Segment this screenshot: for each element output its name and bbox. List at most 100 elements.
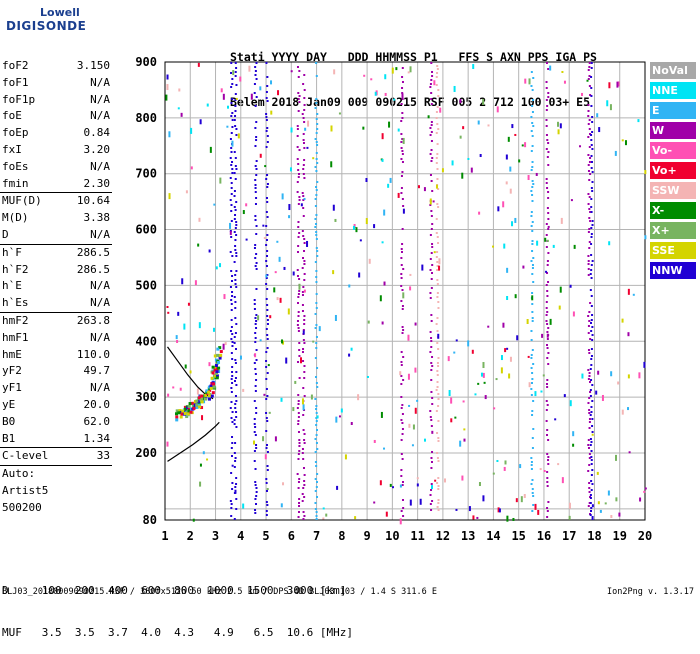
noise-point	[497, 206, 500, 212]
band-point	[254, 184, 257, 186]
band-point	[590, 355, 593, 357]
noise-point	[480, 372, 483, 377]
noise-point	[220, 88, 223, 93]
band-point	[401, 76, 404, 78]
noise-point	[597, 501, 600, 505]
noise-point	[511, 124, 514, 129]
band-point	[530, 190, 533, 192]
band-point	[266, 174, 269, 176]
y-tick-label: 800	[135, 111, 157, 125]
band-point	[401, 98, 404, 100]
noise-point	[461, 172, 464, 179]
band-point	[430, 362, 433, 364]
noise-point	[610, 515, 613, 519]
band-point	[265, 265, 268, 267]
noise-point	[253, 440, 256, 445]
noise-point	[224, 342, 227, 346]
band-point	[315, 247, 318, 249]
band-point	[532, 504, 535, 506]
band-point	[230, 387, 233, 389]
band-point	[234, 301, 237, 303]
noise-point	[617, 81, 620, 87]
noise-point	[270, 80, 273, 85]
param-separator	[0, 192, 112, 194]
noise-point	[561, 477, 564, 484]
band-point	[301, 500, 304, 502]
band-point	[401, 112, 404, 114]
band-point	[547, 352, 550, 354]
noise-point	[618, 512, 621, 517]
band-point	[430, 124, 433, 126]
band-point	[436, 296, 439, 298]
band-point	[588, 119, 591, 121]
band-point	[315, 75, 318, 77]
band-point	[234, 486, 237, 488]
band-point	[547, 439, 550, 441]
noise-point	[265, 274, 268, 278]
band-point	[587, 268, 590, 270]
noise-point	[397, 128, 400, 132]
band-point	[430, 314, 433, 316]
band-point	[303, 279, 306, 281]
band-point	[315, 515, 318, 517]
noise-point	[274, 436, 277, 442]
band-point	[253, 423, 256, 425]
band-point	[590, 139, 593, 141]
noise-point	[504, 460, 507, 465]
band-point	[303, 371, 306, 373]
band-point	[587, 104, 590, 106]
band-point	[591, 116, 594, 118]
band-point	[255, 225, 258, 227]
band-point	[545, 99, 548, 101]
band-point	[315, 465, 318, 467]
noise-point	[459, 440, 462, 447]
band-point	[590, 144, 593, 146]
band-point	[545, 119, 548, 121]
noise-point	[596, 471, 599, 475]
noise-point	[409, 66, 412, 73]
x-tick-label: 7	[313, 529, 320, 543]
noise-point	[168, 193, 171, 200]
band-point	[235, 67, 238, 69]
band-point	[235, 483, 238, 485]
noise-point	[175, 335, 178, 340]
band-point	[234, 395, 237, 397]
band-point	[229, 199, 232, 201]
band-point	[590, 295, 593, 297]
band-point	[253, 460, 256, 462]
band-point	[253, 303, 256, 305]
noise-point	[599, 509, 602, 513]
param-separator	[0, 465, 112, 467]
auto-line: 500200	[2, 500, 42, 514]
param-row: foEs N/A	[0, 159, 112, 176]
trace-point	[204, 393, 208, 397]
noise-point	[294, 380, 297, 384]
noise-point	[332, 270, 335, 275]
noise-point	[614, 150, 617, 156]
noise-point	[245, 203, 248, 207]
trace-point	[218, 346, 222, 350]
brand-line1: Lowell	[40, 6, 80, 19]
noise-point	[568, 502, 571, 509]
band-point	[298, 355, 301, 357]
band-point	[231, 371, 234, 373]
param-name: foF1p	[2, 92, 36, 106]
noise-point	[412, 424, 415, 430]
band-point	[436, 506, 439, 508]
noise-point	[380, 411, 383, 418]
band-point	[230, 115, 233, 117]
band-point	[531, 273, 534, 275]
band-point	[589, 338, 592, 340]
noise-point	[189, 370, 192, 374]
band-point	[265, 378, 268, 380]
band-point	[430, 180, 433, 182]
band-point	[435, 389, 438, 391]
noise-point	[362, 126, 365, 130]
band-point	[297, 431, 300, 433]
band-point	[296, 128, 299, 130]
x-tick-label: 6	[288, 529, 295, 543]
band-point	[437, 509, 440, 511]
noise-point	[502, 322, 505, 328]
band-point	[266, 186, 269, 188]
noise-point	[316, 415, 319, 419]
